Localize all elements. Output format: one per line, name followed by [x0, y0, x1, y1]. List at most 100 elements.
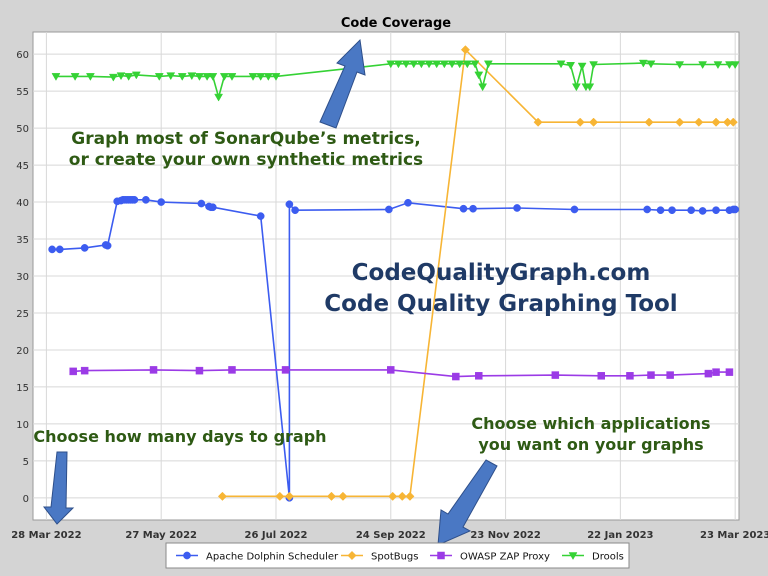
data-point	[730, 61, 740, 70]
data-point	[154, 73, 164, 81]
data-point	[462, 60, 472, 69]
data-point	[387, 366, 395, 374]
data-point	[585, 83, 595, 92]
series-drools	[51, 59, 740, 102]
legend-entry[interactable]: Drools	[562, 552, 624, 563]
legend-entry[interactable]: OWASP ZAP Proxy	[430, 552, 550, 563]
plot-area: 0 5 10 15 20 25 30 35 40 45 50 55 60 28 Mar 2022 27 Ma…	[11, 31, 768, 541]
metrics-note-line1: Graph most of SonarQube’s metrics,	[71, 129, 420, 149]
data-point	[589, 61, 599, 70]
apps-hint-line2: you want on your graphs	[478, 435, 703, 454]
data-point	[285, 200, 294, 209]
data-point	[187, 72, 197, 81]
data-point	[483, 60, 493, 69]
data-point	[725, 368, 734, 376]
data-point	[208, 203, 217, 212]
data-point	[271, 73, 281, 81]
data-point	[124, 73, 134, 81]
data-point	[48, 245, 56, 254]
y-tick-label: 0	[23, 494, 29, 505]
data-point	[80, 244, 89, 252]
data-point	[326, 491, 337, 501]
data-point	[116, 72, 126, 81]
y-tick-label: 20	[16, 346, 29, 357]
data-point	[248, 73, 258, 81]
data-point	[195, 366, 204, 375]
days-hint: Choose how many days to graph	[33, 427, 326, 446]
data-point	[217, 491, 227, 501]
y-tick-label: 35	[16, 235, 29, 246]
data-point	[256, 212, 265, 220]
data-point	[385, 205, 393, 214]
x-tick-label: 26 Jul 2022	[244, 530, 307, 541]
arrow-to-title-icon	[319, 38, 366, 129]
data-point	[475, 372, 483, 380]
data-point	[666, 371, 674, 379]
data-point	[80, 366, 89, 375]
brand-line1: CodeQualityGraph.com	[352, 260, 651, 286]
arrow-to-date-axis-icon	[42, 451, 75, 525]
data-point	[424, 60, 434, 69]
data-point	[263, 73, 273, 81]
data-point	[338, 491, 348, 501]
data-point	[70, 73, 80, 81]
x-tick-label: 28 Mar 2022	[11, 530, 81, 541]
y-tick-label: 50	[16, 124, 29, 135]
data-point	[416, 60, 426, 69]
data-point	[647, 371, 655, 379]
legend-label: OWASP ZAP Proxy	[460, 552, 550, 563]
data-point	[281, 366, 290, 374]
data-point	[656, 206, 665, 215]
data-point	[728, 117, 738, 127]
data-point	[452, 372, 460, 381]
data-point	[131, 71, 141, 80]
data-point	[409, 60, 419, 69]
data-point	[698, 207, 707, 215]
x-tick-label: 23 Mar 2023	[700, 530, 768, 541]
data-point	[533, 117, 543, 127]
data-point	[731, 205, 740, 214]
legend-label: Apache Dolphin Scheduler	[206, 552, 339, 563]
data-point	[478, 83, 488, 92]
data-point	[219, 73, 229, 81]
arrow-to-legend-icon	[437, 459, 498, 546]
x-tick-label: 22 Jan 2023	[587, 530, 653, 541]
data-point	[388, 491, 398, 501]
data-point	[401, 60, 411, 69]
data-point	[556, 60, 566, 69]
data-point	[470, 60, 480, 69]
data-point	[208, 73, 218, 81]
data-point	[646, 60, 656, 69]
data-point	[589, 117, 599, 127]
data-point	[394, 60, 403, 69]
data-point	[130, 195, 139, 204]
y-tick-label: 60	[16, 50, 29, 61]
legend-entry[interactable]: Apache Dolphin Scheduler	[176, 552, 339, 563]
data-point	[142, 195, 150, 204]
legend-entry[interactable]: SpotBugs	[341, 550, 419, 563]
data-point	[675, 117, 685, 127]
data-point	[228, 366, 236, 374]
y-tick-label: 55	[16, 87, 29, 98]
y-tick-label: 45	[16, 161, 29, 172]
data-point	[571, 83, 581, 92]
apps-hint-line1: Choose which applications	[471, 414, 710, 433]
data-point	[668, 206, 676, 215]
data-point	[69, 367, 77, 376]
y-tick-label: 15	[16, 383, 29, 394]
data-point	[439, 60, 449, 69]
data-point	[597, 372, 605, 380]
data-point	[284, 491, 294, 501]
data-point	[694, 117, 704, 127]
data-point	[575, 117, 585, 127]
data-point	[643, 205, 652, 214]
data-point	[626, 372, 634, 380]
data-point	[460, 45, 470, 55]
brand-line2: Code Quality Graphing Tool	[324, 291, 677, 317]
data-point	[291, 206, 299, 215]
data-point	[638, 59, 648, 68]
data-point	[644, 117, 654, 127]
series-owasp-zap-proxy	[69, 366, 734, 381]
data-point	[386, 60, 396, 69]
